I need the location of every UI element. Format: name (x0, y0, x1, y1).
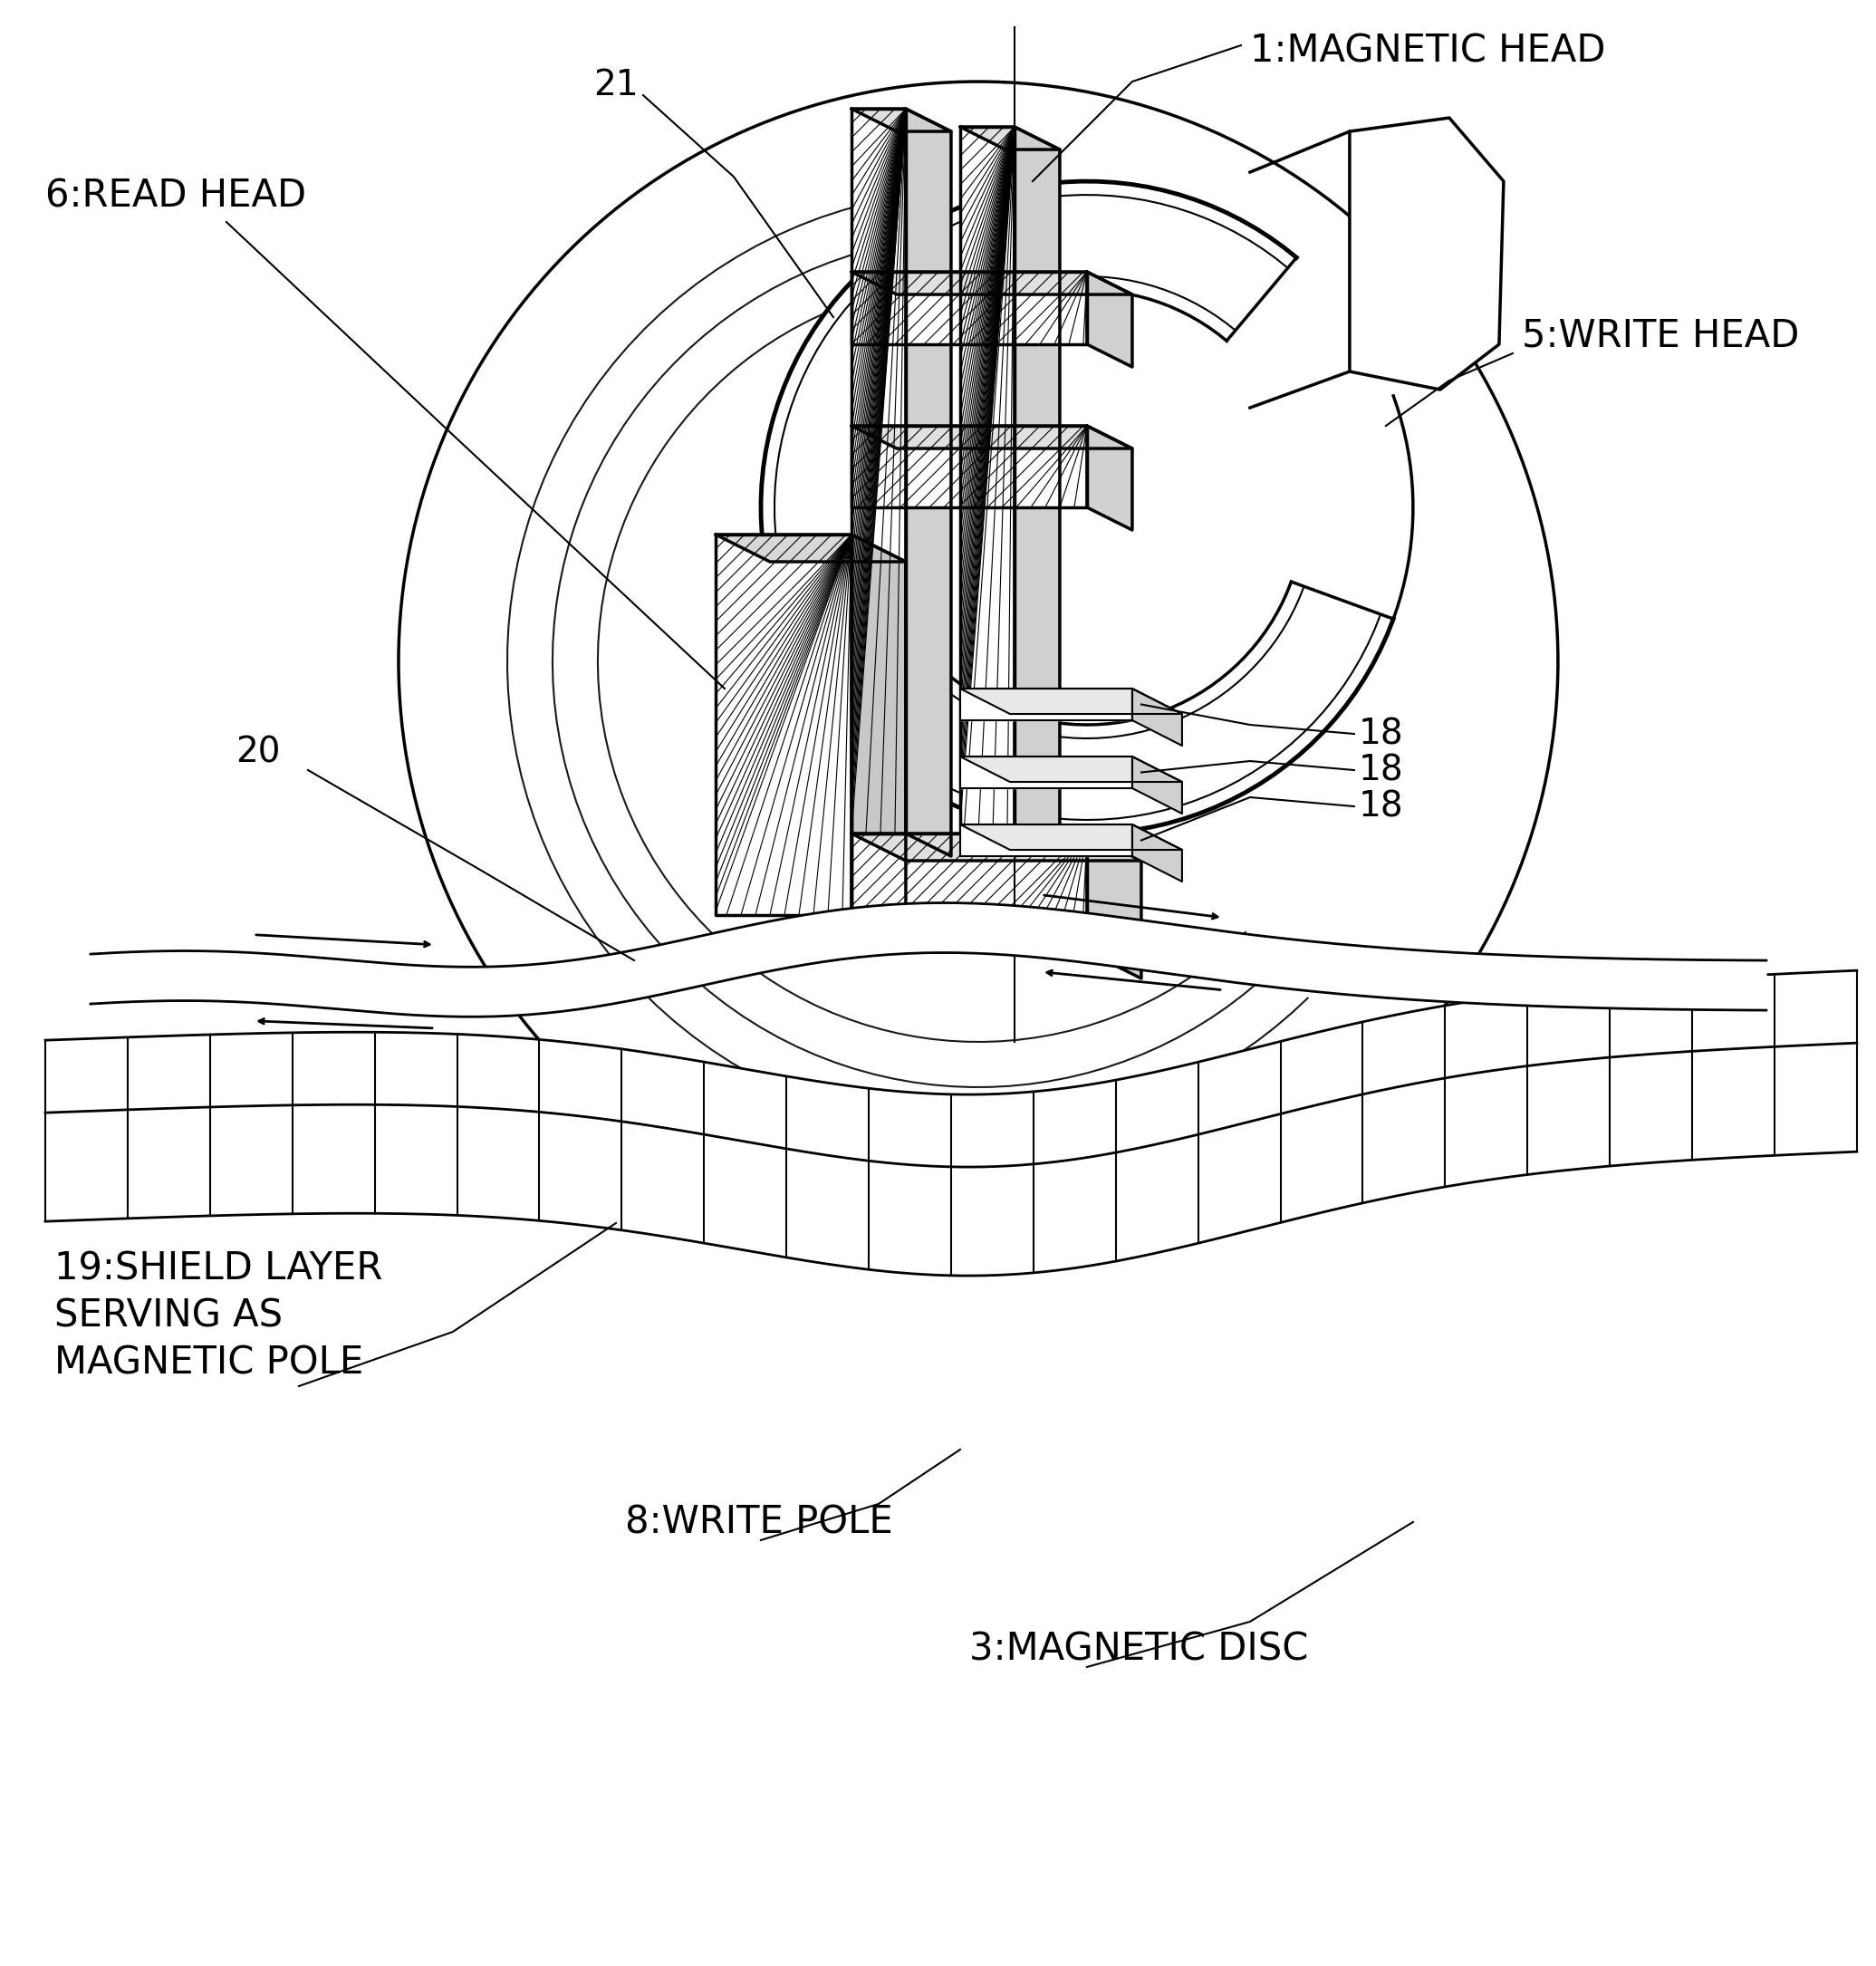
Polygon shape (715, 535, 906, 562)
Text: 3:MAGNETIC DISC: 3:MAGNETIC DISC (970, 1630, 1308, 1669)
Polygon shape (961, 128, 1060, 149)
Polygon shape (1086, 427, 1133, 531)
Polygon shape (852, 271, 1133, 295)
Polygon shape (852, 834, 1086, 952)
Polygon shape (852, 427, 1086, 507)
Polygon shape (1086, 834, 1141, 979)
Polygon shape (762, 181, 1394, 834)
Polygon shape (852, 834, 1141, 861)
Polygon shape (1133, 824, 1182, 881)
Text: 20: 20 (236, 735, 280, 769)
Polygon shape (45, 1042, 1857, 1276)
Text: 19:SHIELD LAYER
SERVING AS
MAGNETIC POLE: 19:SHIELD LAYER SERVING AS MAGNETIC POLE (54, 1250, 383, 1382)
Polygon shape (1349, 118, 1503, 389)
Polygon shape (961, 824, 1133, 855)
Polygon shape (961, 757, 1182, 782)
Polygon shape (90, 902, 1767, 1016)
Text: 21: 21 (593, 69, 638, 102)
Text: 1:MAGNETIC HEAD: 1:MAGNETIC HEAD (1249, 31, 1606, 71)
Polygon shape (1086, 271, 1133, 368)
Text: 18: 18 (1358, 788, 1403, 824)
Polygon shape (961, 824, 1182, 849)
Circle shape (398, 83, 1557, 1241)
Polygon shape (1015, 128, 1060, 855)
Polygon shape (961, 688, 1182, 714)
Polygon shape (852, 535, 906, 942)
Polygon shape (852, 108, 906, 834)
Polygon shape (852, 427, 1133, 448)
Polygon shape (961, 128, 1015, 834)
Polygon shape (961, 688, 1133, 720)
Polygon shape (1133, 688, 1182, 745)
Text: 5:WRITE HEAD: 5:WRITE HEAD (1521, 317, 1799, 354)
Polygon shape (961, 757, 1133, 788)
Text: 6:READ HEAD: 6:READ HEAD (45, 177, 306, 214)
Text: 8:WRITE POLE: 8:WRITE POLE (625, 1504, 893, 1541)
Polygon shape (852, 271, 1086, 344)
Polygon shape (906, 108, 951, 855)
Text: 18: 18 (1358, 753, 1403, 786)
Text: 18: 18 (1358, 718, 1403, 751)
Polygon shape (852, 108, 951, 132)
Polygon shape (715, 535, 852, 914)
Polygon shape (1133, 757, 1182, 814)
Polygon shape (45, 971, 1857, 1168)
